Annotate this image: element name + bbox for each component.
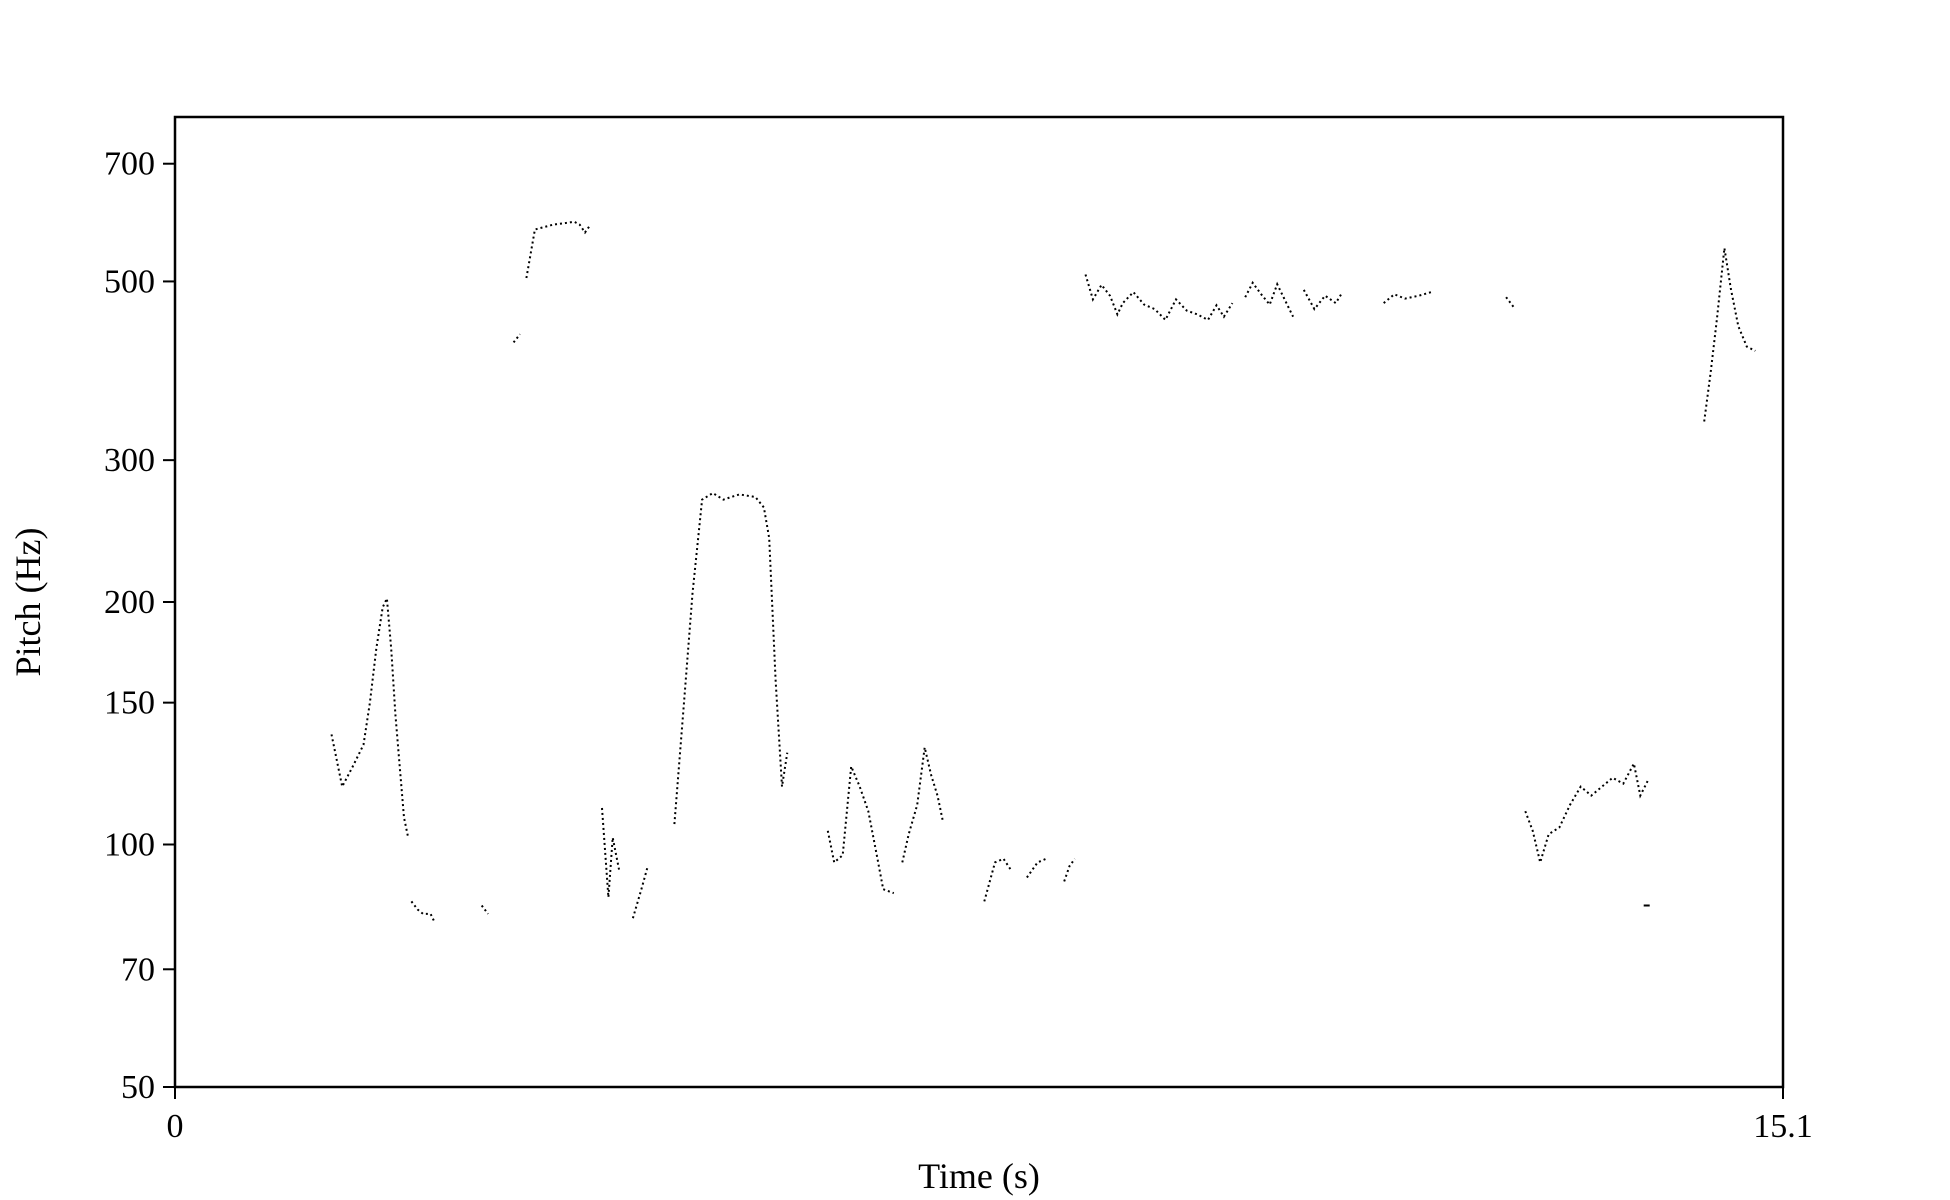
pitch-segment	[525, 220, 591, 279]
y-axis: 50 70 100 150 200 300 500 700	[104, 146, 175, 1106]
pitch-segment	[631, 865, 649, 919]
pitch-segment	[1244, 280, 1294, 318]
pitch-segment	[673, 491, 789, 825]
pitch-segment	[410, 900, 436, 924]
pitch-segment	[601, 807, 621, 898]
pitch-segment	[480, 904, 489, 915]
pitch-segment	[983, 857, 1012, 902]
pitch-segment	[1026, 857, 1047, 879]
pitch-segment	[1703, 247, 1756, 422]
y-tick-label: 500	[104, 263, 155, 300]
pitch-segment	[1302, 289, 1343, 311]
pitch-track-series	[330, 220, 1756, 924]
pitch-segment	[1383, 290, 1434, 304]
y-tick-label: 700	[104, 146, 155, 183]
y-tick-label: 300	[104, 442, 155, 479]
y-tick-label: 200	[104, 584, 155, 621]
y-tick-label: 150	[104, 685, 155, 722]
y-tick-label: 50	[121, 1069, 155, 1106]
y-tick-label: 100	[104, 827, 155, 864]
pitch-segment	[330, 594, 410, 838]
y-axis-title: Pitch (Hz)	[8, 528, 48, 677]
pitch-segment	[1505, 296, 1516, 309]
pitch-segment	[512, 333, 521, 344]
pitch-segment	[1524, 760, 1649, 867]
pitch-segment	[1063, 858, 1076, 882]
pitch-segment	[1084, 274, 1234, 322]
x-axis-title: Time (s)	[918, 1156, 1040, 1196]
pitch-segment	[826, 766, 895, 895]
plot-frame	[173, 115, 1785, 1089]
x-tick-label: 15.1	[1753, 1108, 1813, 1145]
x-tick-label: 0	[167, 1108, 184, 1145]
x-axis: 0 15.1	[167, 1087, 1813, 1145]
y-tick-label: 70	[121, 951, 155, 988]
pitch-segment	[901, 747, 944, 863]
